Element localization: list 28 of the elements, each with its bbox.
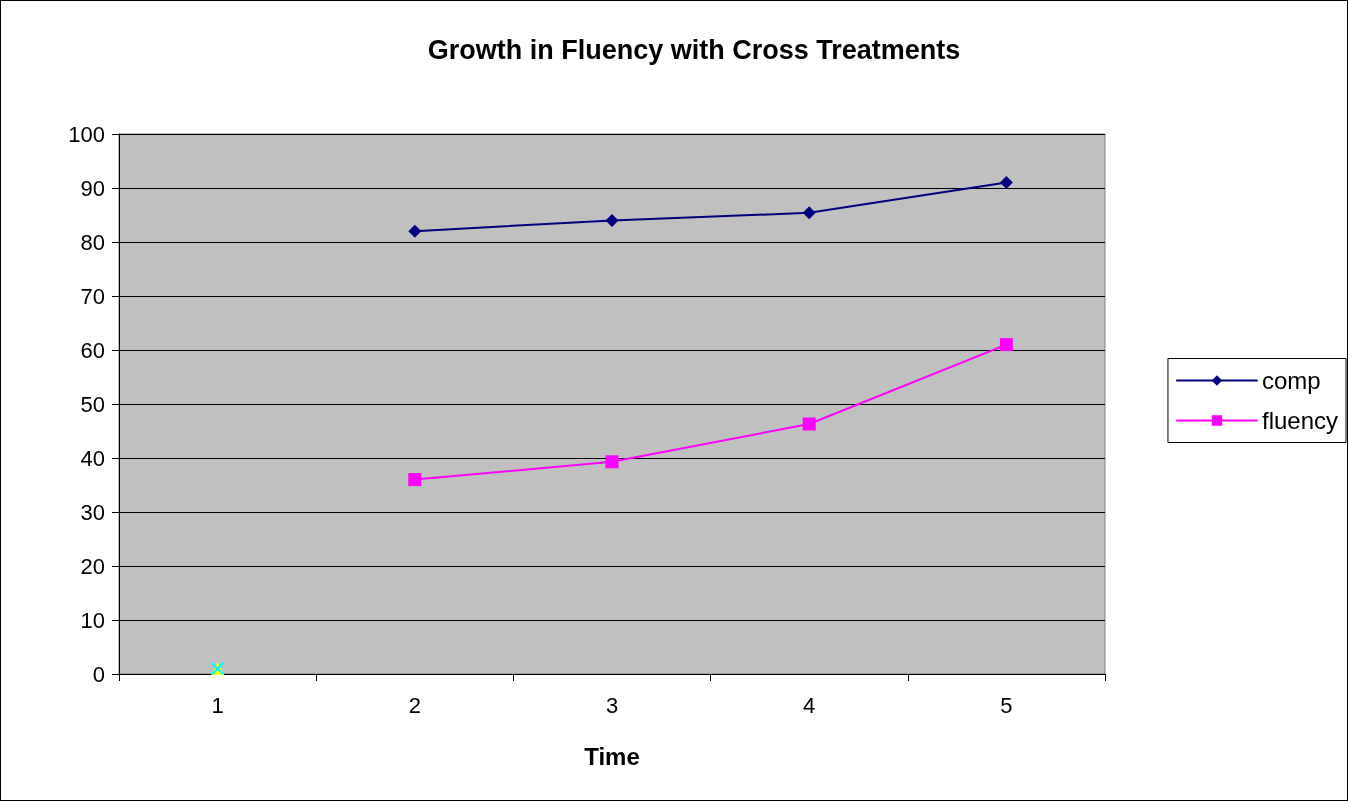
point: [408, 473, 422, 487]
y-tick-label: 80: [80, 229, 105, 255]
x-tick-label: 1: [211, 692, 224, 718]
point: [999, 176, 1013, 190]
legend-label: fluency: [1261, 407, 1338, 434]
legend-label: comp: [1261, 367, 1321, 394]
chart-title: Growth in Fluency with Cross Treatments: [427, 34, 961, 65]
point: [802, 206, 816, 220]
point: [408, 224, 422, 238]
x-tick-label: 2: [408, 692, 421, 718]
y-tick-label: 0: [92, 661, 105, 687]
y-tick-label: 100: [68, 121, 105, 147]
x-tick-label: 4: [803, 692, 816, 718]
y-tick-label: 70: [80, 283, 105, 309]
y-tick-label: 10: [80, 607, 105, 633]
point: [999, 338, 1013, 352]
x-tick-label: 5: [1000, 692, 1013, 718]
x-axis-title: Time: [584, 742, 640, 770]
x-tick-label: 3: [605, 692, 619, 718]
y-tick-label: 30: [80, 499, 105, 525]
y-tick-label: 20: [80, 553, 105, 579]
y-tick-label: 90: [80, 175, 105, 201]
y-tick-label: 40: [80, 445, 105, 471]
point: [802, 417, 816, 431]
y-tick-label: 50: [80, 391, 105, 417]
point: [605, 455, 619, 469]
y-tick-label: 60: [80, 337, 105, 363]
point: [605, 213, 619, 227]
